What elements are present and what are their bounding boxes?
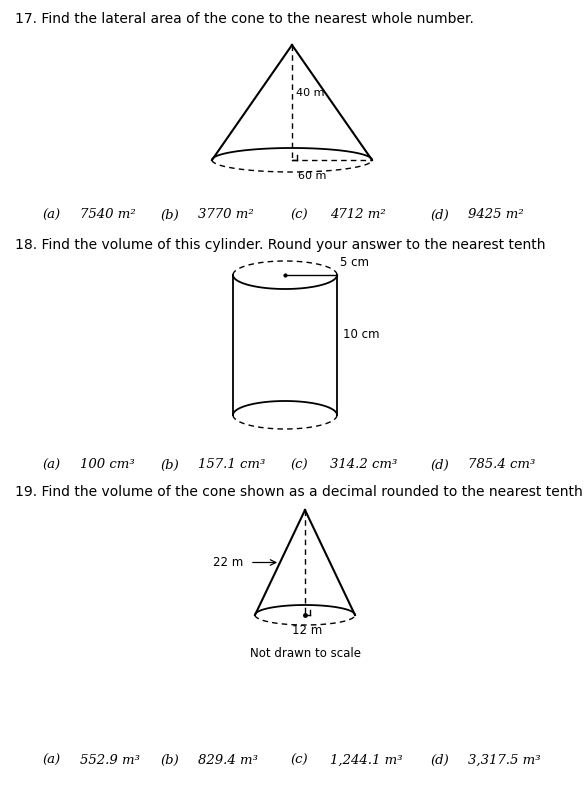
Text: 3,317.5 m³: 3,317.5 m³ <box>468 754 541 766</box>
Text: (d): (d) <box>430 754 449 766</box>
Text: 9425 m²: 9425 m² <box>468 208 524 222</box>
Text: 5 cm: 5 cm <box>340 257 369 270</box>
Text: (b): (b) <box>160 208 179 222</box>
Text: (a): (a) <box>42 459 60 471</box>
Text: (c): (c) <box>290 754 308 766</box>
Text: 785.4 cm³: 785.4 cm³ <box>468 459 536 471</box>
Text: (c): (c) <box>290 208 308 222</box>
Text: 3770 m²: 3770 m² <box>198 208 254 222</box>
Text: 4712 m²: 4712 m² <box>330 208 386 222</box>
Text: 40 m: 40 m <box>296 88 325 99</box>
Text: 10 cm: 10 cm <box>343 328 380 342</box>
Text: (d): (d) <box>430 459 449 471</box>
Text: (a): (a) <box>42 208 60 222</box>
Text: 22 m: 22 m <box>213 556 243 569</box>
Text: 18. Find the volume of this cylinder. Round your answer to the nearest tenth: 18. Find the volume of this cylinder. Ro… <box>15 238 545 252</box>
Text: 1,244.1 m³: 1,244.1 m³ <box>330 754 402 766</box>
Text: (c): (c) <box>290 459 308 471</box>
Text: 829.4 m³: 829.4 m³ <box>198 754 258 766</box>
Text: 314.2 cm³: 314.2 cm³ <box>330 459 397 471</box>
Text: (d): (d) <box>430 208 449 222</box>
Text: 19. Find the volume of the cone shown as a decimal rounded to the nearest tenth.: 19. Find the volume of the cone shown as… <box>15 485 584 499</box>
Text: 60 m: 60 m <box>298 171 326 181</box>
Text: (a): (a) <box>42 754 60 766</box>
Text: 12 m: 12 m <box>292 625 322 638</box>
Text: 17. Find the lateral area of the cone to the nearest whole number.: 17. Find the lateral area of the cone to… <box>15 12 474 26</box>
Text: 7540 m²: 7540 m² <box>80 208 135 222</box>
Text: (b): (b) <box>160 754 179 766</box>
Text: 100 cm³: 100 cm³ <box>80 459 135 471</box>
Text: 157.1 cm³: 157.1 cm³ <box>198 459 265 471</box>
Text: Not drawn to scale: Not drawn to scale <box>249 647 360 660</box>
Text: 552.9 m³: 552.9 m³ <box>80 754 140 766</box>
Text: (b): (b) <box>160 459 179 471</box>
